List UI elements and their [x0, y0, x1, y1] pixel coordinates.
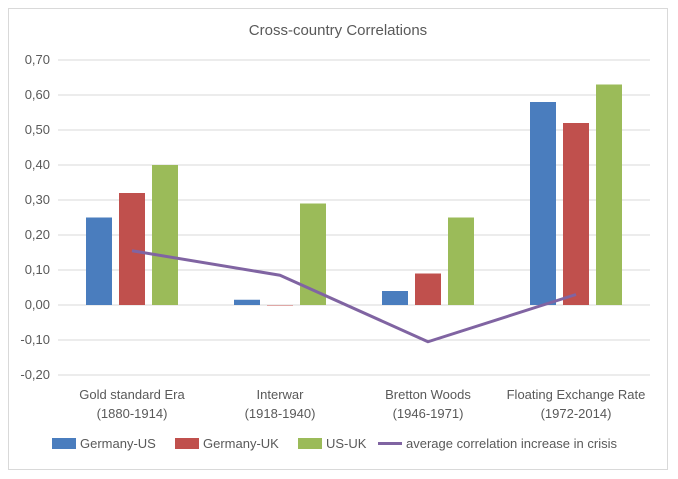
- y-tick-label: 0,20: [25, 227, 50, 242]
- x-tick-labels: Gold standard Era (1880-1914) Interwar (191…: [79, 387, 645, 421]
- bar-us-uk-1: [300, 203, 326, 305]
- y-tick-label: 0,70: [25, 52, 50, 67]
- y-tick-label: 0,60: [25, 87, 50, 102]
- legend: Germany-US Germany-UK US-UK average correla…: [52, 436, 617, 451]
- bar-germany-us-0: [86, 217, 112, 305]
- y-tick-label: 0,40: [25, 157, 50, 172]
- line-series: [131, 249, 577, 344]
- legend-label: average correlation increase in crisis: [406, 436, 617, 451]
- y-tick-label: -0,10: [20, 332, 50, 347]
- x-tick-label-period: (1946-1971): [393, 406, 464, 421]
- y-tick-label: 0,10: [25, 262, 50, 277]
- bar-germany-us-1: [234, 299, 260, 305]
- x-tick-label-period: (1880-1914): [97, 406, 168, 421]
- bar-germany-us-3: [530, 102, 556, 305]
- chart-title: Cross-country Correlations: [249, 22, 427, 39]
- bar-germany-uk-2: [415, 273, 441, 305]
- y-tick-label: 0,30: [25, 192, 50, 207]
- gridlines: [58, 59, 650, 376]
- bar-germany-uk-3: [563, 123, 589, 305]
- legend-swatch: [52, 438, 76, 449]
- bar-us-uk-2: [448, 217, 474, 305]
- legend-swatch: [298, 438, 322, 449]
- bar-germany-uk-0: [119, 193, 145, 305]
- bar-germany-uk-1: [267, 305, 293, 306]
- bar-us-uk-0: [152, 165, 178, 305]
- y-tick-label: -0,20: [20, 367, 50, 382]
- legend-swatch: [175, 438, 199, 449]
- bar-germany-us-2: [382, 291, 408, 305]
- chart-frame: [8, 8, 668, 470]
- legend-label: US-UK: [326, 436, 367, 451]
- y-tick-labels: 0,70 0,60 0,50 0,40 0,30 0,20 0,10 0,00 -0,10 -0,…: [20, 52, 50, 382]
- x-tick-label: Gold standard Era: [79, 387, 185, 402]
- y-tick-label: 0,50: [25, 122, 50, 137]
- y-tick-label: 0,00: [25, 297, 50, 312]
- x-tick-label: Interwar: [257, 387, 305, 402]
- bars: [86, 84, 622, 306]
- x-tick-label: Floating Exchange Rate: [507, 387, 646, 402]
- legend-label: Germany-US: [80, 436, 156, 451]
- x-tick-label-period: (1918-1940): [245, 406, 316, 421]
- x-tick-label: Bretton Woods: [385, 387, 471, 402]
- legend-label: Germany-UK: [203, 436, 279, 451]
- x-tick-label-period: (1972-2014): [541, 406, 612, 421]
- bar-us-uk-3: [596, 84, 622, 305]
- line-average-correlation: [131, 249, 577, 344]
